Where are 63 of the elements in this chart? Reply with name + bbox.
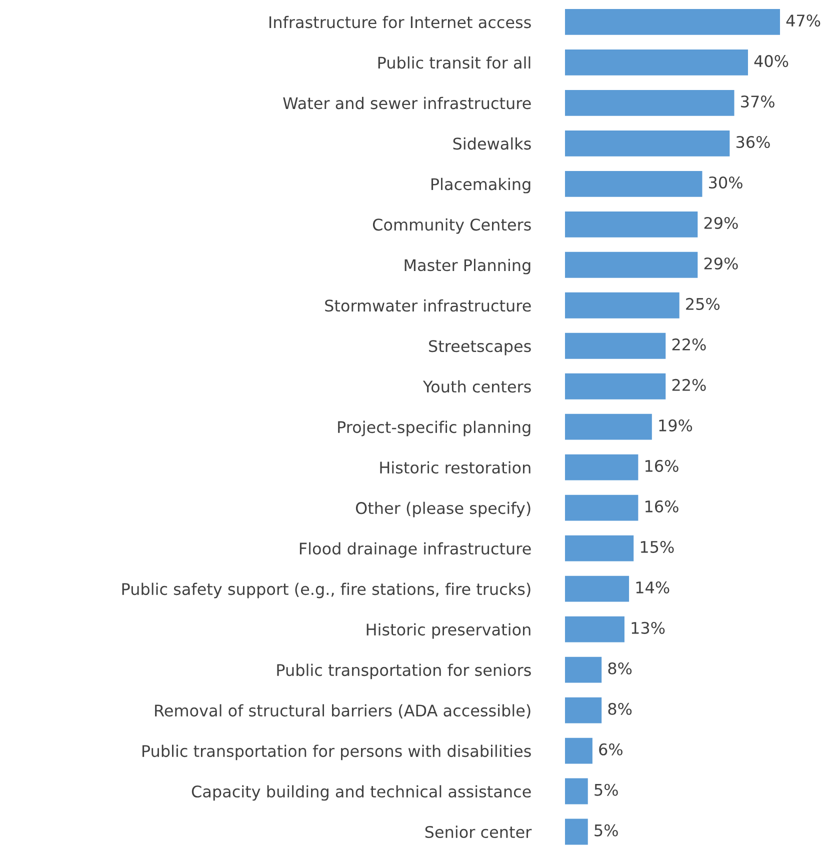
data-label: 22% bbox=[672, 378, 706, 391]
bar bbox=[565, 8, 780, 35]
data-label: 22% bbox=[672, 338, 706, 351]
data-label: 8% bbox=[608, 662, 632, 674]
bar bbox=[565, 818, 588, 845]
data-label: 16% bbox=[646, 460, 678, 472]
y-tick-label: Senior center bbox=[425, 826, 532, 838]
y-tick-label: Stormwater infrastructure bbox=[325, 299, 531, 312]
bar bbox=[565, 778, 588, 804]
bar bbox=[565, 332, 666, 359]
y-tick-label: Project-specific planning bbox=[338, 420, 530, 436]
bar bbox=[565, 49, 748, 76]
data-label: 13% bbox=[632, 622, 665, 634]
y-tick-label: Youth centers bbox=[422, 380, 531, 393]
y-tick-label: Sidewalks bbox=[453, 137, 531, 150]
y-tick-label: Infrastructure for Internet access bbox=[270, 16, 531, 28]
data-label: 37% bbox=[741, 95, 774, 108]
bar bbox=[565, 252, 698, 278]
y-tick-label: Historic restoration bbox=[380, 461, 530, 474]
bar bbox=[565, 494, 638, 521]
bar bbox=[565, 616, 624, 642]
y-tick-label: Public safety support (e.g., fire stations, fire trucks) bbox=[122, 582, 530, 598]
y-tick-label: Removal of structural barriers (ADA accessible) bbox=[155, 704, 530, 718]
data-label: 29% bbox=[704, 257, 738, 270]
bar bbox=[565, 170, 702, 197]
bar bbox=[565, 535, 634, 562]
data-label: 40% bbox=[754, 54, 788, 68]
data-label: 25% bbox=[686, 298, 720, 310]
bar bbox=[565, 373, 666, 400]
bar bbox=[565, 292, 680, 318]
data-label: 5% bbox=[594, 784, 618, 796]
data-label: 15% bbox=[640, 540, 674, 553]
y-tick-label: Historic preservation bbox=[366, 623, 530, 639]
data-label: 36% bbox=[736, 136, 770, 148]
data-label: 29% bbox=[704, 216, 738, 230]
bar bbox=[565, 90, 734, 116]
data-label: 19% bbox=[659, 419, 692, 432]
y-tick-label: Placemaking bbox=[431, 178, 530, 194]
y-tick-label: Flood drainage infrastructure bbox=[300, 542, 531, 558]
bar bbox=[565, 414, 652, 440]
y-tick-label: Public transportation for persons with disabilities bbox=[142, 744, 531, 760]
y-tick-label: Public transit for all bbox=[378, 56, 530, 69]
data-label: 14% bbox=[636, 581, 670, 594]
data-label: 30% bbox=[709, 176, 742, 189]
data-label: 16% bbox=[646, 500, 678, 512]
bar bbox=[565, 656, 602, 683]
bar bbox=[565, 211, 698, 238]
bar bbox=[565, 454, 638, 480]
data-label: 5% bbox=[594, 824, 618, 836]
y-tick-label: Public transportation for seniors bbox=[277, 664, 531, 680]
bar bbox=[565, 738, 592, 764]
bar bbox=[565, 576, 630, 602]
y-tick-label: Streetscapes bbox=[429, 340, 531, 356]
y-tick-label: Master Planning bbox=[404, 258, 530, 274]
y-tick-label: Other (please specify) bbox=[356, 502, 530, 518]
data-label: 6% bbox=[599, 743, 622, 756]
data-label: 47% bbox=[786, 14, 820, 27]
bar bbox=[565, 130, 730, 156]
data-label: 8% bbox=[608, 702, 632, 715]
y-tick-label: Water and sewer infrastructure bbox=[283, 96, 531, 110]
y-tick-label: Community Centers bbox=[372, 218, 531, 234]
bar bbox=[565, 697, 602, 724]
y-tick-label: Capacity building and technical assistance bbox=[192, 785, 531, 801]
